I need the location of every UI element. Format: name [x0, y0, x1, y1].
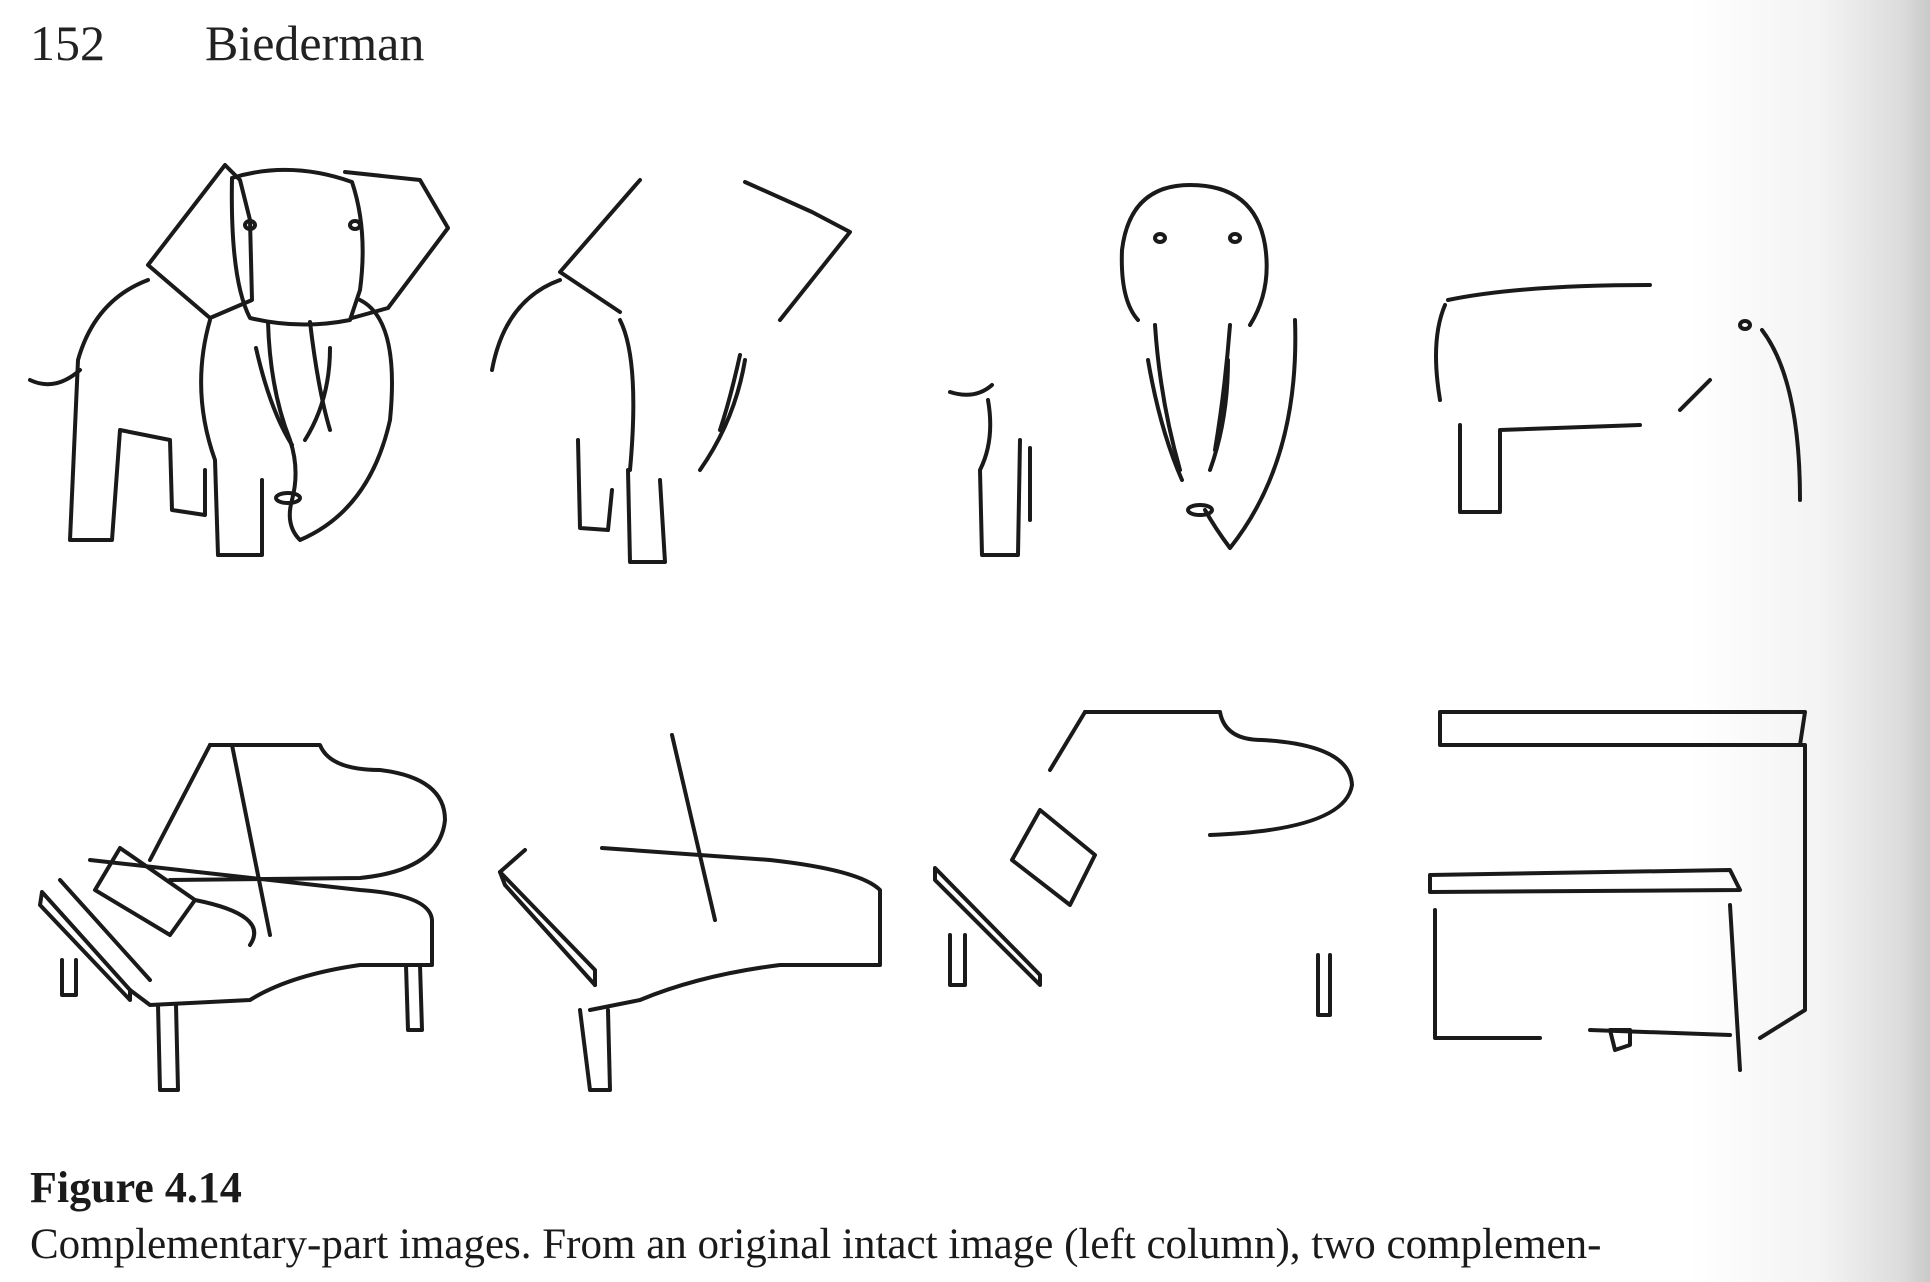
running-header: 152 Biederman: [30, 14, 424, 72]
facing-page-bleed: [1690, 0, 1930, 1282]
figure-label: Figure 4.14: [30, 1163, 242, 1212]
figure-caption: Complementary-part images. From an origi…: [30, 1221, 1602, 1268]
running-head: Biederman: [205, 15, 425, 71]
elephant-partial-drawing-a: [490, 178, 852, 564]
piano-partial-drawing-a: [498, 733, 882, 1092]
upright-piano-drawing: [1428, 710, 1807, 1072]
page-number: 152: [30, 15, 105, 71]
piano-intact-drawing: [38, 743, 447, 1092]
piano-partial-drawing-b: [933, 710, 1354, 1017]
elephant-partial-drawing-b: [948, 183, 1298, 557]
elephant-partial-drawing-c: [1434, 283, 1802, 514]
elephant-intact-drawing: [28, 163, 450, 557]
